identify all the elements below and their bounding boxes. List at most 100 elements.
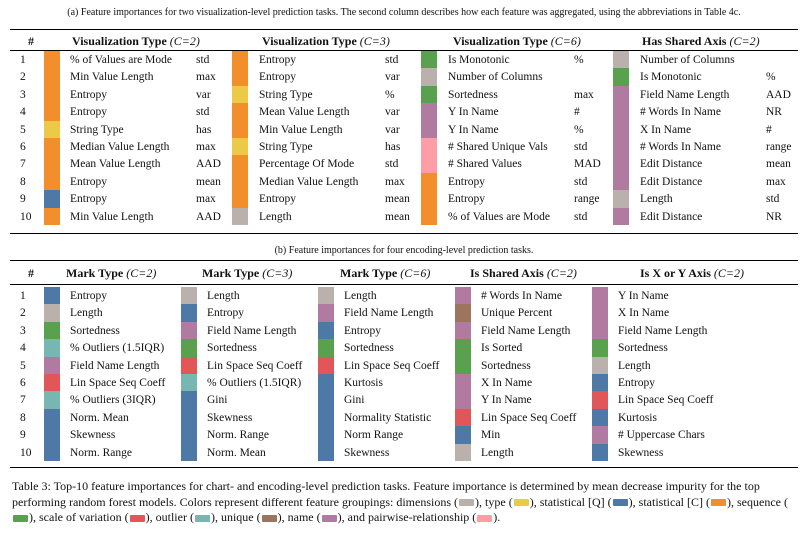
column-param: (C=6) (400, 266, 431, 280)
feature-name: Edit Distance (640, 210, 703, 223)
feature-name: Sortedness (618, 342, 668, 355)
feature-group-swatch (44, 287, 60, 305)
aggregation: % (574, 123, 584, 136)
feature-group-swatch (232, 120, 248, 139)
feature-group-swatch (421, 172, 437, 191)
aggregation: NR (766, 210, 782, 223)
feature-name: # Shared Unique Vals (448, 141, 548, 153)
feature-name: Entropy (70, 193, 108, 206)
column-header: Has Shared Axis (C=2) (642, 34, 760, 49)
aggregation: var (385, 106, 400, 119)
feature-group-swatch (613, 85, 629, 104)
aggregation: # (574, 106, 580, 119)
rank-number: 5 (20, 123, 26, 136)
legend-label: name (287, 510, 314, 524)
feature-name: Lin Space Seq Coeff (70, 377, 166, 389)
feature-name: Y In Name (448, 106, 499, 119)
feature-group-swatch (44, 190, 60, 208)
column-param: (C=3) (359, 34, 390, 48)
feature-name: Gini (344, 394, 365, 407)
feature-group-swatch (592, 304, 608, 323)
feature-name: # Words In Name (640, 106, 721, 119)
feature-group-swatch (613, 51, 629, 69)
feature-group-swatch (181, 287, 197, 305)
feature-name: Sortedness (344, 342, 394, 355)
column-param: (C=2) (546, 266, 577, 280)
feature-name: Unique Percent (481, 307, 553, 320)
feature-group-swatch (455, 356, 471, 375)
feature-group-swatch (613, 207, 629, 226)
feature-name: Edit Distance (640, 158, 703, 171)
table-a-bottom-rule (10, 233, 798, 234)
feature-group-swatch (232, 190, 248, 208)
column-title: Visualization Type (262, 34, 357, 48)
feature-name: Field Name Length (618, 324, 708, 337)
feature-name: Median Value Length (70, 141, 170, 153)
legend-swatch (612, 499, 628, 507)
feature-name: Length (344, 290, 377, 302)
legend-separator: , (731, 494, 737, 509)
feature-name: Mean Value Length (259, 106, 350, 119)
feature-name: % Outliers (1.5IQR) (207, 377, 302, 389)
feature-group-swatch (455, 426, 471, 444)
feature-name: Entropy (70, 175, 108, 188)
rank-number: 8 (20, 411, 26, 424)
feature-group-swatch (181, 391, 197, 410)
feature-group-swatch (613, 190, 629, 208)
column-param: (C=2) (126, 266, 157, 280)
aggregation: # (766, 123, 772, 136)
feature-name: % Outliers (3IQR) (70, 394, 156, 407)
feature-group-swatch (181, 304, 197, 323)
feature-name: Entropy (70, 106, 108, 119)
column-param: (C=2) (713, 266, 744, 280)
column-title: Visualization Type (453, 34, 548, 48)
feature-group-swatch (181, 356, 197, 375)
feature-name: Lin Space Seq Coeff (618, 394, 714, 407)
aggregation: var (385, 123, 400, 136)
feature-name: String Type (70, 123, 124, 136)
feature-group-swatch (44, 391, 60, 410)
feature-group-swatch (421, 155, 437, 174)
legend-separator: , (214, 510, 221, 524)
feature-name: Kurtosis (344, 377, 383, 389)
feature-group-swatch (613, 103, 629, 121)
rank-number: 8 (20, 175, 26, 188)
feature-group-swatch (592, 287, 608, 305)
rank-number: 1 (20, 290, 26, 302)
feature-group-swatch (318, 356, 334, 375)
feature-group-swatch (232, 138, 248, 156)
feature-name: Normality Statistic (344, 411, 432, 424)
aggregation: std (574, 175, 588, 188)
rank-number: 10 (20, 446, 32, 459)
caption-text: Table 3: Top-10 feature importances for … (12, 479, 760, 509)
feature-group-swatch (318, 443, 334, 462)
feature-group-swatch (44, 374, 60, 392)
feature-name: Sortedness (70, 324, 120, 337)
feature-group-swatch (318, 408, 334, 427)
table-b-caption: (b) Feature importances for four encodin… (274, 245, 534, 256)
rank-number: 4 (20, 342, 26, 355)
feature-group-swatch (44, 120, 60, 139)
rank-number: 6 (20, 141, 26, 153)
aggregation: var (196, 88, 211, 101)
aggregation: has (196, 123, 212, 136)
feature-name: Entropy (207, 307, 245, 320)
feature-group-swatch (44, 426, 60, 444)
table-caption: Table 3: Top-10 feature importances for … (12, 479, 788, 524)
feature-group-swatch (232, 207, 248, 226)
table-a-caption: (a) Feature importances for two visualiz… (67, 7, 741, 18)
feature-group-swatch (455, 391, 471, 410)
feature-group-swatch (44, 85, 60, 104)
feature-name: Entropy (618, 377, 656, 389)
feature-name: Median Value Length (259, 175, 359, 188)
feature-name: X In Name (618, 307, 670, 320)
feature-group-swatch (613, 172, 629, 191)
feature-group-swatch (318, 426, 334, 444)
feature-group-swatch (44, 51, 60, 69)
feature-name: Entropy (448, 175, 486, 188)
feature-name: Lin Space Seq Coeff (344, 359, 440, 372)
feature-group-swatch (318, 287, 334, 305)
feature-group-swatch (44, 356, 60, 375)
aggregation: max (196, 193, 216, 206)
aggregation: std (196, 106, 210, 119)
